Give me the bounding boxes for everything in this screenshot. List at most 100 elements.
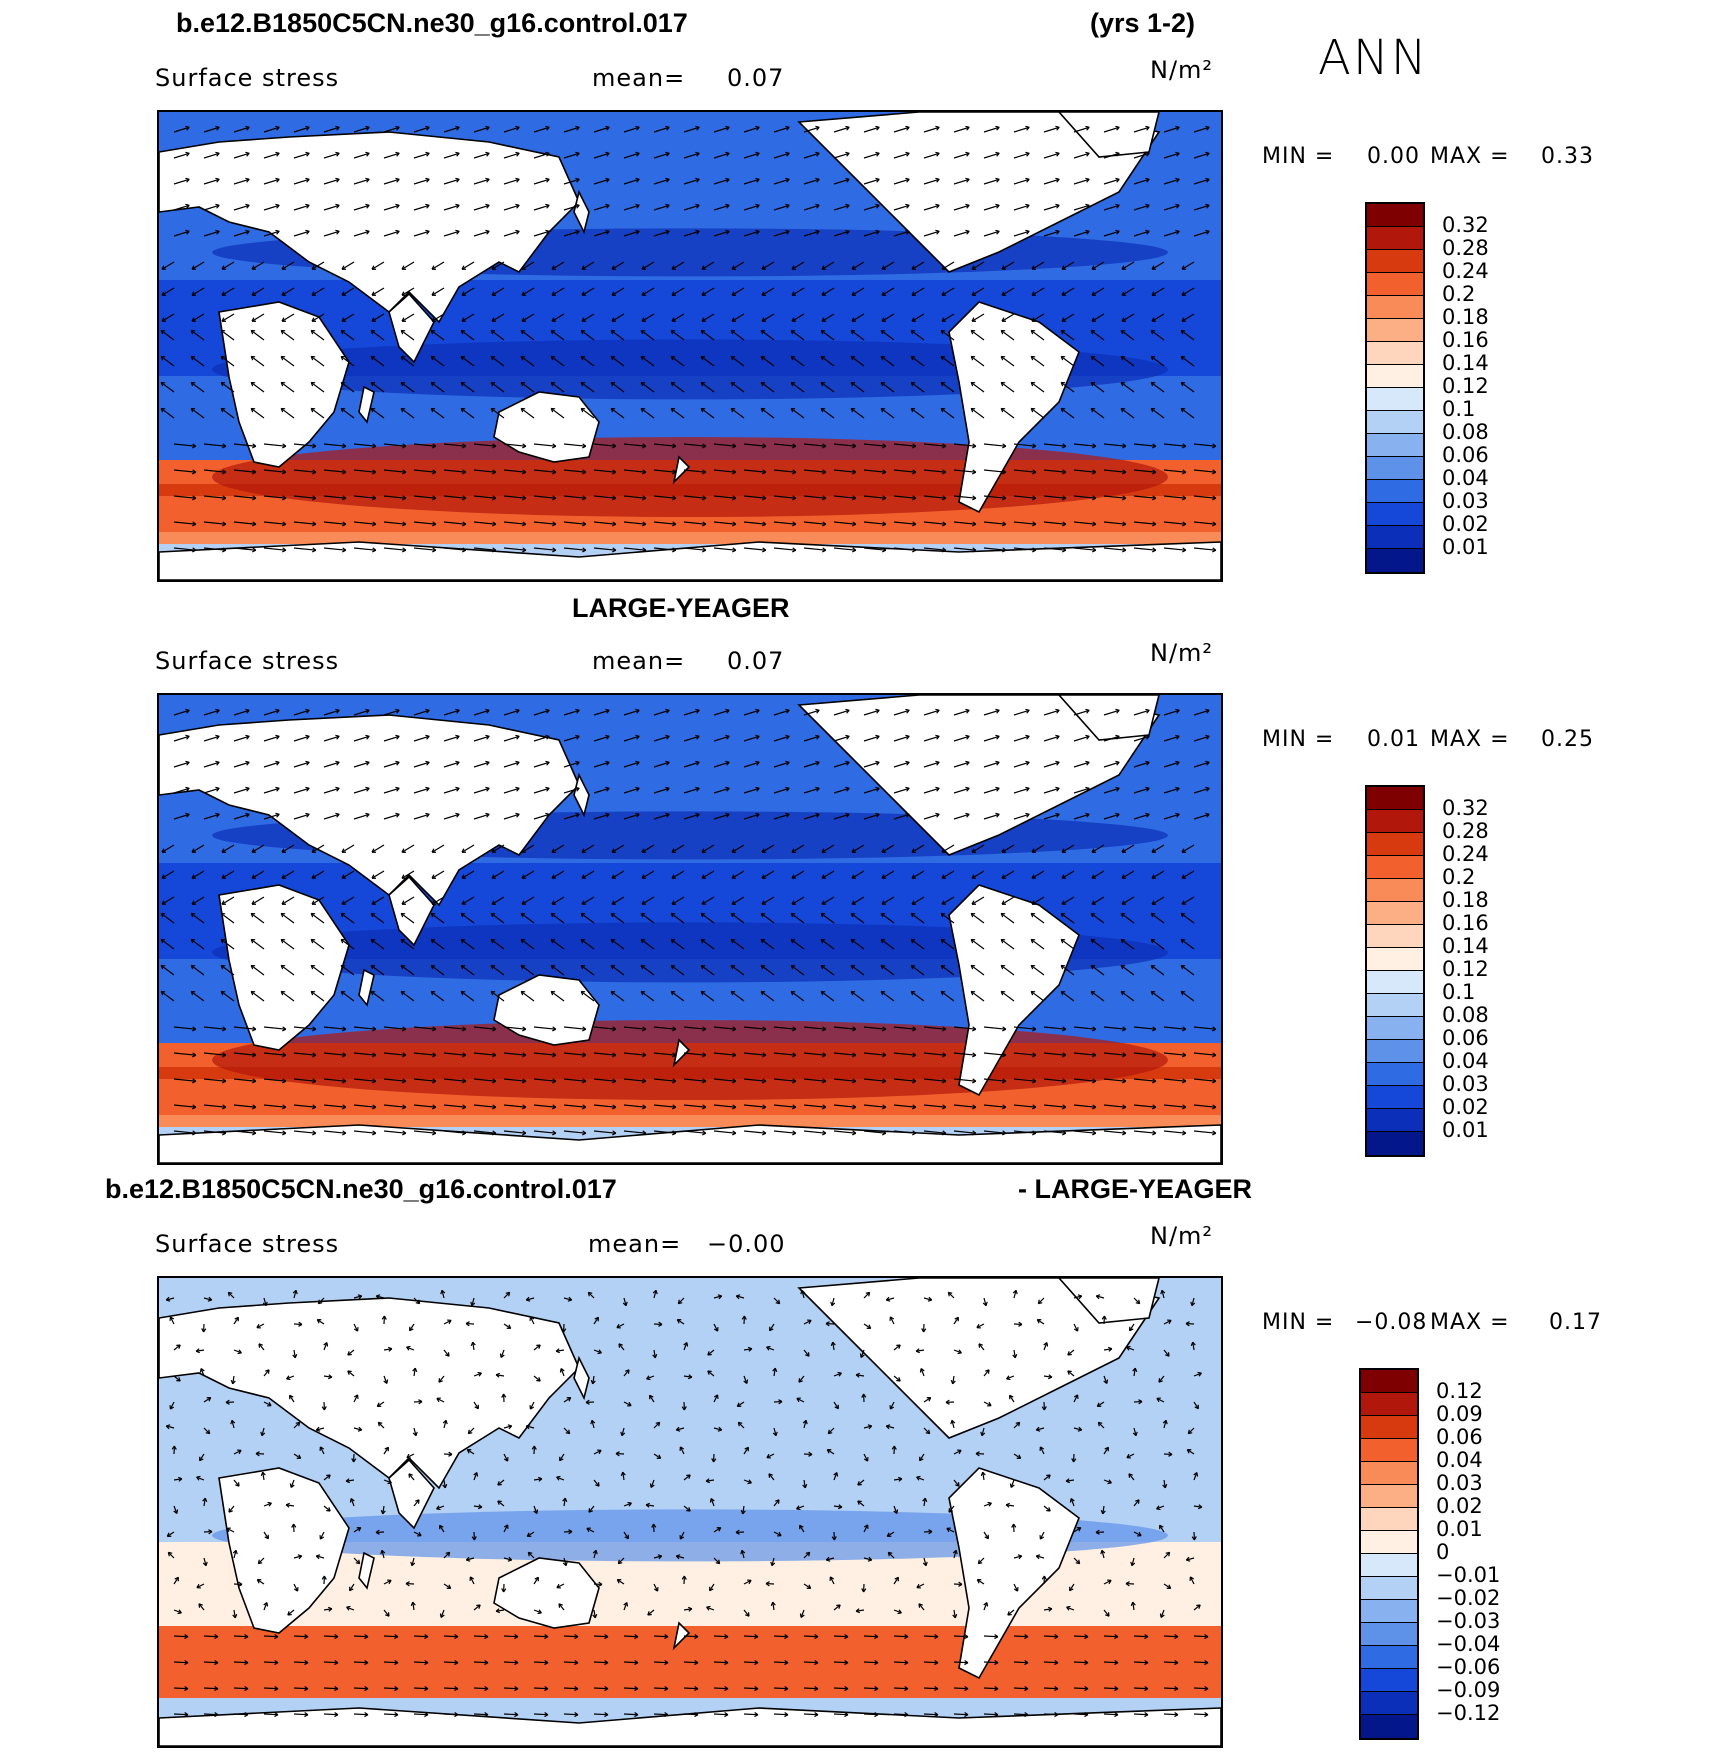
stress-vector — [743, 761, 760, 768]
stress-vector — [460, 381, 475, 393]
stress-vector — [971, 844, 985, 853]
stress-vector — [533, 1713, 549, 1716]
stress-vector-head — [954, 1316, 959, 1322]
stress-vector — [670, 938, 685, 950]
stress-vector-head — [430, 355, 436, 361]
stress-vector — [730, 964, 745, 976]
stress-vector — [953, 1635, 969, 1638]
stress-vector — [353, 1427, 362, 1431]
stress-vector — [173, 761, 190, 768]
stress-vector-head — [874, 1711, 879, 1718]
stress-vector — [618, 1343, 625, 1351]
stress-vector — [1043, 1474, 1051, 1481]
stress-vector-head — [657, 1554, 663, 1560]
stress-vector — [863, 709, 880, 716]
stress-vector — [443, 1479, 446, 1488]
stress-vector-head — [1120, 329, 1126, 335]
stress-vector-head — [222, 443, 227, 449]
stress-vector — [821, 896, 835, 905]
stress-vector — [893, 1130, 916, 1134]
stress-vector-head — [1090, 964, 1096, 970]
stress-vector-head — [994, 1711, 999, 1718]
stress-vector-head — [796, 1397, 801, 1403]
stress-vector — [910, 407, 925, 419]
stress-vector-head — [575, 203, 580, 209]
stress-vectors — [160, 708, 1217, 1136]
stress-vector — [263, 1130, 286, 1134]
stress-vector — [460, 964, 475, 976]
stress-vector-head — [1090, 381, 1096, 387]
stress-vector-head — [497, 1481, 502, 1486]
stress-vector — [1103, 230, 1120, 237]
stress-vector-head — [455, 177, 460, 183]
stress-vector — [1073, 735, 1090, 742]
stress-vector-head — [552, 495, 557, 501]
stress-vector-head — [552, 1078, 557, 1084]
colorbar-swatch — [1361, 1393, 1417, 1416]
stress-vector-head — [641, 265, 647, 270]
stress-vector — [1133, 1104, 1156, 1108]
stress-vector — [1073, 1661, 1089, 1664]
stress-vector-head — [372, 495, 377, 501]
stress-vector-head — [192, 443, 197, 449]
stress-vector — [323, 1375, 332, 1378]
stress-vector-head — [1145, 151, 1150, 157]
stress-vector-head — [882, 1104, 887, 1110]
stress-vector — [713, 126, 730, 133]
stress-vector-head — [995, 229, 1000, 235]
colorbar-swatch — [1367, 388, 1423, 411]
stress-vector-head — [311, 874, 317, 879]
stress-vector-head — [460, 381, 466, 387]
stress-vector-head — [641, 848, 647, 853]
stress-vector — [683, 178, 700, 185]
stress-vector — [413, 178, 430, 185]
stress-vector-head — [326, 1507, 331, 1512]
stress-vector-head — [1061, 291, 1067, 296]
stress-vector-head — [1191, 1536, 1197, 1541]
stress-vector-head — [910, 938, 916, 944]
stress-vector — [593, 1661, 609, 1664]
stress-vector — [953, 787, 970, 794]
stress-vector-head — [454, 1685, 459, 1692]
stress-vector — [1163, 1104, 1186, 1108]
stress-vector — [743, 735, 760, 742]
stress-vector — [713, 547, 736, 551]
stress-vector — [1070, 1498, 1075, 1507]
stress-vector — [503, 469, 526, 473]
stress-vector — [1103, 761, 1120, 768]
stress-vector-head — [1205, 760, 1210, 766]
stress-vector — [443, 547, 466, 551]
stress-vector-head — [395, 708, 400, 714]
stress-vector — [850, 964, 865, 976]
stress-vector — [1060, 381, 1075, 393]
stress-vector — [701, 313, 715, 322]
stress-vector-head — [1151, 874, 1157, 879]
stress-vector-head — [1025, 151, 1030, 157]
stress-vector-head — [927, 1296, 933, 1302]
stress-vector-head — [387, 1479, 392, 1485]
stress-vector — [641, 261, 655, 270]
stress-vector-head — [784, 1659, 789, 1666]
stress-vector-head — [670, 381, 676, 387]
stress-vector — [503, 1052, 526, 1056]
stress-vector-head — [586, 1527, 591, 1533]
panel2-units: N/m² — [1150, 639, 1214, 667]
stress-vector — [773, 469, 796, 473]
stress-vector — [646, 1504, 655, 1507]
stress-vector-head — [544, 1659, 549, 1666]
stress-vector-head — [169, 1316, 175, 1321]
stress-vector — [383, 547, 406, 551]
stress-vector — [923, 787, 940, 794]
stress-vector-head — [1062, 443, 1067, 449]
stress-vector-head — [402, 495, 407, 501]
stress-vector-head — [1151, 900, 1157, 905]
stress-vector-head — [568, 1529, 573, 1535]
stress-vector — [683, 1474, 691, 1481]
stress-vector — [503, 1635, 519, 1638]
stress-vector — [520, 407, 535, 419]
stress-vector-head — [1043, 1342, 1049, 1347]
stress-vector — [401, 896, 415, 905]
stress-vector-head — [964, 1685, 969, 1692]
stress-vector-head — [1180, 329, 1186, 335]
stress-vector-head — [371, 848, 377, 853]
